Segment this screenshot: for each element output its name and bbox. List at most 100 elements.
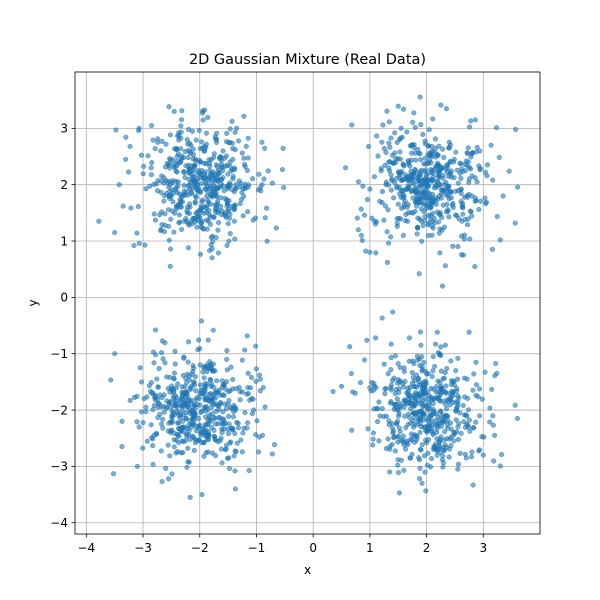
scatter-point — [209, 400, 215, 406]
scatter-point — [191, 447, 197, 453]
scatter-point — [196, 337, 202, 343]
scatter-point — [162, 360, 168, 366]
scatter-point — [386, 159, 392, 165]
scatter-point — [242, 161, 248, 167]
scatter-point — [421, 359, 427, 365]
scatter-point — [442, 263, 448, 269]
scatter-point — [422, 218, 428, 224]
scatter-point — [196, 395, 202, 401]
scatter-point — [200, 225, 206, 231]
scatter-point — [401, 384, 407, 390]
scatter-point — [213, 401, 219, 407]
scatter-point — [489, 386, 495, 392]
scatter-point — [148, 172, 154, 178]
scatter-point — [252, 215, 259, 221]
scatter-point — [225, 426, 231, 432]
scatter-point — [173, 450, 179, 456]
scatter-point — [224, 348, 230, 354]
scatter-point — [424, 182, 430, 188]
scatter-point — [181, 182, 187, 189]
x-tick-label: 0 — [309, 541, 317, 555]
scatter-point — [396, 434, 402, 440]
scatter-point — [434, 329, 440, 335]
scatter-point — [400, 232, 406, 239]
scatter-point — [189, 168, 195, 174]
scatter-point — [395, 457, 401, 463]
scatter-point — [387, 144, 393, 150]
scatter-point — [423, 396, 429, 402]
scatter-point — [149, 122, 155, 129]
scatter-point — [175, 183, 181, 189]
scatter-point — [476, 206, 482, 213]
scatter-point — [392, 353, 398, 359]
scatter-point — [181, 188, 187, 194]
scatter-point — [253, 378, 259, 384]
scatter-point — [179, 384, 185, 390]
scatter-point — [161, 198, 167, 204]
scatter-point — [261, 176, 267, 182]
scatter-point — [396, 389, 402, 396]
scatter-point — [207, 221, 213, 227]
scatter-point — [178, 123, 184, 129]
scatter-point — [381, 413, 387, 420]
scatter-point — [363, 248, 369, 254]
scatter-point — [477, 386, 483, 392]
scatter-point — [250, 176, 256, 182]
scatter-point — [220, 409, 226, 415]
scatter-point — [211, 368, 217, 374]
scatter-point — [182, 402, 188, 408]
grid — [75, 72, 540, 534]
scatter-point — [418, 122, 424, 128]
scatter-point — [411, 170, 417, 176]
scatter-point — [224, 201, 230, 207]
scatter-point — [169, 408, 175, 414]
scatter-point — [219, 378, 225, 384]
scatter-point — [388, 382, 394, 388]
scatter-point — [390, 160, 396, 166]
scatter-point — [395, 103, 401, 109]
y-tick-label: 3 — [60, 122, 68, 136]
scatter-point — [370, 387, 377, 393]
scatter-point — [244, 333, 250, 339]
scatter-point — [429, 396, 435, 402]
scatter-point — [112, 351, 118, 357]
scatter-point — [380, 122, 386, 128]
scatter-point — [244, 167, 250, 174]
scatter-point — [193, 194, 199, 200]
scatter-point — [401, 467, 407, 473]
scatter-point — [198, 318, 205, 324]
scatter-point — [419, 238, 425, 244]
scatter-point — [394, 183, 400, 189]
scatter-point — [364, 197, 371, 203]
scatter-point — [355, 227, 361, 233]
scatter-point — [241, 425, 247, 431]
scatter-point — [191, 410, 197, 416]
scatter-point — [406, 173, 412, 179]
scatter-point — [468, 209, 474, 215]
scatter-point — [217, 170, 223, 176]
scatter-point — [134, 419, 140, 425]
scatter-point — [418, 177, 424, 183]
scatter-point — [174, 169, 180, 175]
scatter-point — [176, 220, 182, 226]
scatter-point — [492, 432, 498, 438]
scatter-point — [428, 170, 434, 176]
scatter-point — [199, 408, 205, 414]
scatter-point — [424, 462, 430, 468]
scatter-point — [477, 167, 483, 173]
scatter-point — [213, 235, 219, 241]
scatter-point — [484, 162, 490, 168]
scatter-point — [432, 341, 439, 347]
scatter-point — [210, 187, 216, 193]
scatter-point — [179, 199, 186, 205]
scatter-point — [256, 449, 262, 455]
y-tick-label: 1 — [60, 234, 68, 248]
scatter-point — [178, 117, 185, 123]
scatter-point — [466, 329, 472, 335]
scatter-point — [210, 169, 216, 175]
scatter-point — [417, 476, 423, 482]
scatter-point — [171, 164, 177, 170]
scatter-point — [225, 171, 231, 177]
scatter-point — [224, 367, 230, 373]
